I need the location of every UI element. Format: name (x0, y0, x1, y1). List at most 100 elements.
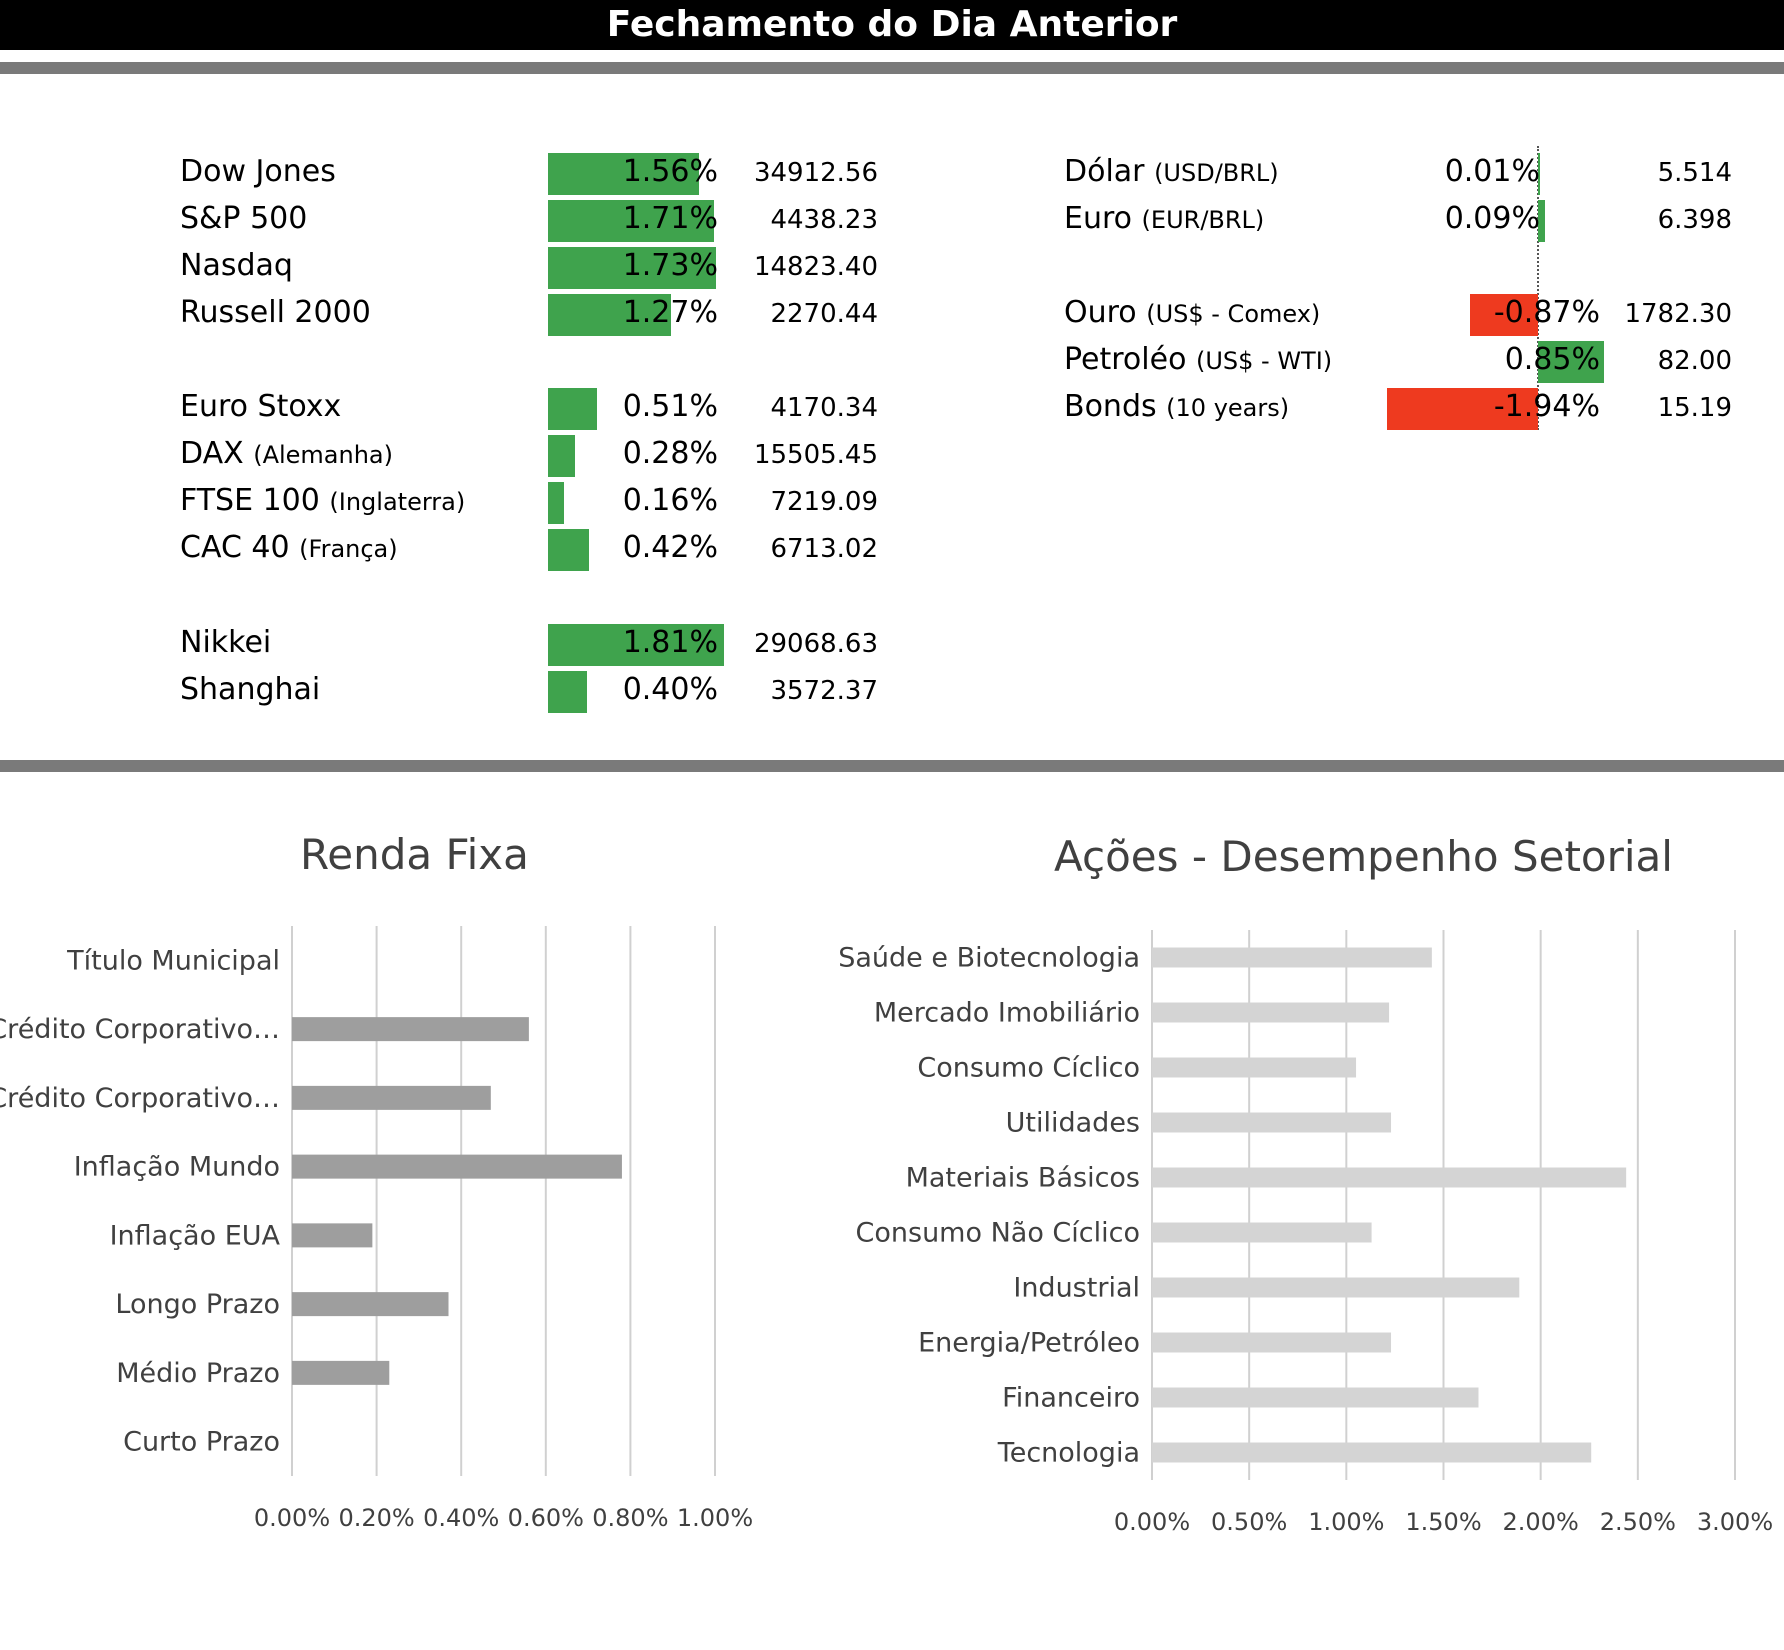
asset-name: Ouro (1064, 295, 1137, 330)
asset-value: 15.19 (1657, 393, 1732, 423)
index-change-bar (548, 671, 587, 713)
x-tick-label: 1.00% (1308, 1508, 1384, 1536)
category-label: Utilidades (1006, 1108, 1140, 1139)
bar (1152, 1167, 1627, 1188)
index-value: 7219.09 (770, 487, 878, 517)
x-tick-label: 1.00% (677, 1504, 753, 1532)
x-tick-label: 2.50% (1600, 1508, 1676, 1536)
index-value: 15505.45 (753, 440, 878, 470)
page-title: Fechamento do Dia Anterior (0, 0, 1784, 50)
category-label: Financeiro (1002, 1383, 1140, 1414)
index-value: 34912.56 (753, 158, 878, 188)
asset-change-pct: -1.94% (1493, 389, 1600, 424)
bar (292, 1154, 622, 1179)
asset-subtitle: (US$ - Comex) (1146, 300, 1321, 328)
index-subtitle: (Inglaterra) (329, 488, 466, 516)
category-label: Inflação Mundo (74, 1152, 280, 1183)
index-change-bar (548, 529, 589, 571)
category-label: Tecnologia (997, 1438, 1140, 1469)
category-label: Crédito Corporativo… (0, 1083, 280, 1114)
bar (292, 1360, 390, 1385)
index-value: 4438.23 (770, 205, 878, 235)
index-change-pct: 1.56% (622, 154, 718, 189)
index-change-bar (548, 435, 576, 477)
bar (1152, 1057, 1357, 1078)
category-label: Energia/Petróleo (918, 1328, 1140, 1359)
index-value: 14823.40 (753, 252, 878, 282)
bar (1152, 1387, 1479, 1408)
middle-divider (0, 760, 1784, 772)
bar (1152, 1277, 1520, 1298)
index-label: DAX (Alemanha) (180, 436, 393, 471)
asset-change-pct: -0.87% (1493, 295, 1600, 330)
index-change-pct: 0.16% (622, 483, 718, 518)
category-label: Saúde e Biotecnologia (838, 943, 1140, 974)
bar (292, 1223, 373, 1248)
index-value: 6713.02 (770, 534, 878, 564)
index-change-pct: 0.40% (622, 672, 718, 707)
asset-value: 1782.30 (1624, 299, 1732, 329)
index-label: CAC 40 (França) (180, 530, 398, 565)
x-tick-label: 3.00% (1697, 1508, 1773, 1536)
index-subtitle: (França) (299, 535, 398, 563)
index-subtitle: (Alemanha) (253, 441, 393, 469)
bar (292, 1292, 449, 1317)
index-change-pct: 0.42% (622, 530, 718, 565)
index-name: Nasdaq (180, 248, 293, 283)
bar (1152, 947, 1432, 968)
category-label: Mercado Imobiliário (874, 998, 1140, 1029)
category-label: Industrial (1013, 1273, 1140, 1304)
index-change-pct: 1.81% (622, 625, 718, 660)
index-name: Dow Jones (180, 154, 336, 189)
index-change-pct: 0.28% (622, 436, 718, 471)
x-tick-label: 0.80% (592, 1504, 668, 1532)
index-label: Russell 2000 (180, 295, 371, 330)
x-tick-label: 0.60% (508, 1504, 584, 1532)
index-change-pct: 1.71% (622, 201, 718, 236)
index-name: DAX (180, 436, 244, 471)
x-tick-label: 0.40% (423, 1504, 499, 1532)
asset-label: Ouro (US$ - Comex) (1064, 295, 1320, 330)
asset-value: 6.398 (1657, 205, 1732, 235)
asset-change-pct: 0.09% (1444, 201, 1540, 236)
bar (1152, 1442, 1592, 1463)
index-label: Dow Jones (180, 154, 336, 189)
index-name: CAC 40 (180, 530, 290, 565)
category-label: Materiais Básicos (906, 1163, 1140, 1194)
category-label: Título Municipal (66, 945, 280, 976)
asset-name: Bonds (1064, 389, 1157, 424)
bar (292, 1017, 529, 1042)
asset-label: Bonds (10 years) (1064, 389, 1289, 424)
index-label: Nasdaq (180, 248, 293, 283)
asset-subtitle: (US$ - WTI) (1195, 347, 1333, 375)
index-label: FTSE 100 (Inglaterra) (180, 483, 465, 518)
index-name: S&P 500 (180, 201, 308, 236)
index-value: 3572.37 (770, 676, 878, 706)
asset-subtitle: (EUR/BRL) (1141, 206, 1265, 234)
index-name: Shanghai (180, 672, 321, 707)
category-label: Crédito Corporativo… (0, 1014, 280, 1045)
setorial-chart: 0.00% 0.50% 1.00% 1.50% 2.00% 2.50% 3.00% Saúde… (838, 930, 1773, 1536)
index-change-bar (548, 247, 716, 289)
index-label: Nikkei (180, 625, 271, 660)
index-change-bar (548, 624, 724, 666)
index-change-pct: 1.27% (622, 295, 718, 330)
index-change-bar (548, 200, 714, 242)
asset-change-bar (1538, 341, 1605, 383)
index-change-pct: 1.73% (622, 248, 718, 283)
index-change-bar (548, 482, 564, 524)
asset-label: Euro (EUR/BRL) (1064, 201, 1264, 236)
asset-change-bar (1538, 153, 1540, 195)
index-change-pct: 0.51% (622, 389, 718, 424)
category-label: Curto Prazo (123, 1427, 280, 1458)
asset-change-pct: 0.01% (1444, 154, 1540, 189)
index-value: 4170.34 (770, 393, 878, 423)
index-value: 29068.63 (753, 629, 878, 659)
asset-value: 5.514 (1657, 158, 1732, 188)
x-tick-label: 0.20% (338, 1504, 414, 1532)
index-name: Euro Stoxx (180, 389, 342, 424)
bar (1152, 1002, 1390, 1023)
x-tick-label: 0.00% (254, 1504, 330, 1532)
asset-change-bar (1386, 388, 1538, 430)
category-label: Médio Prazo (116, 1358, 280, 1389)
